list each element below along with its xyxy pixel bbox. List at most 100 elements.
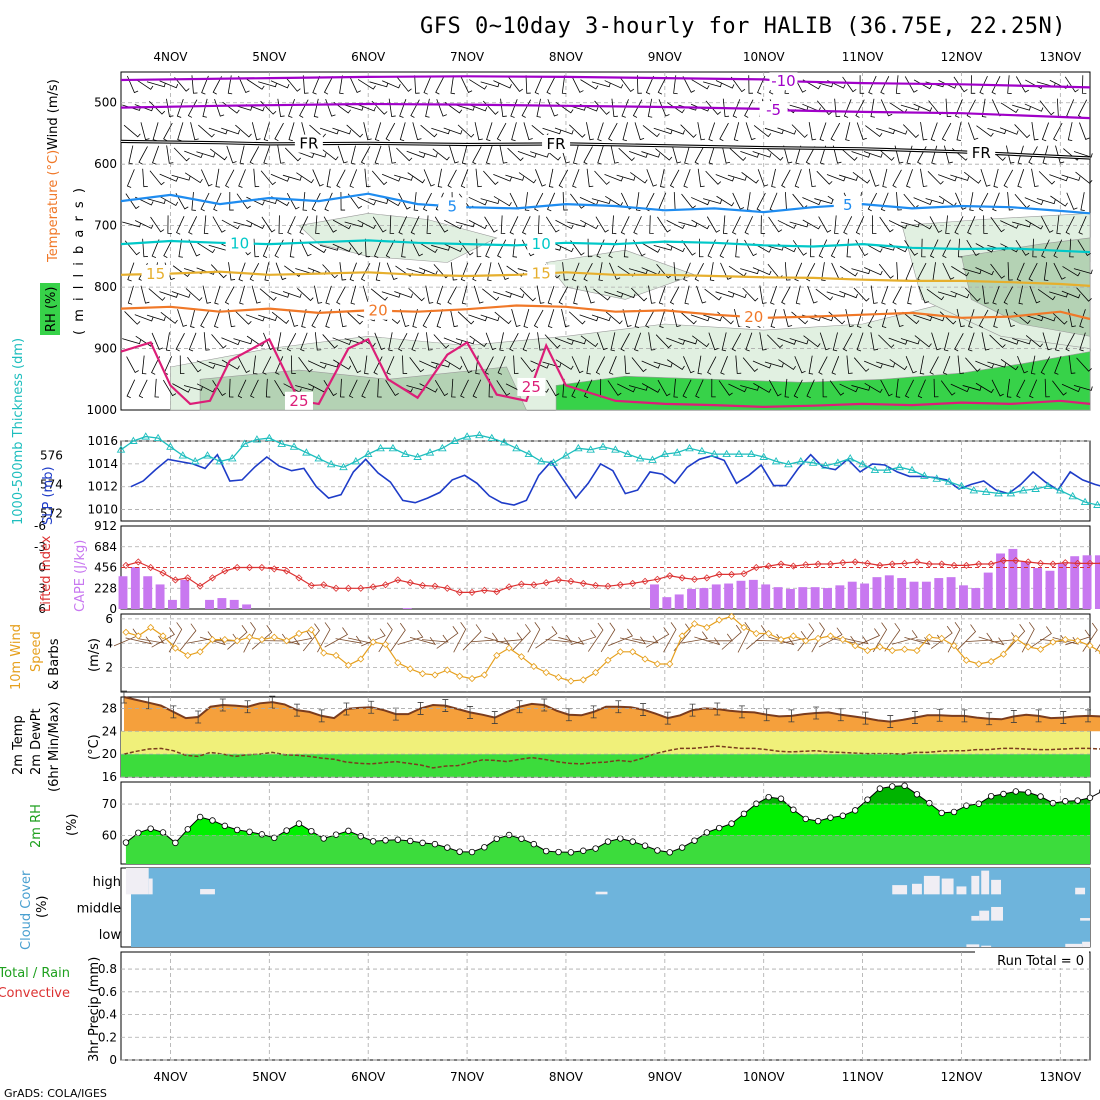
upper-wind-barb: [200, 309, 210, 328]
upper-wind-barb: [814, 198, 834, 205]
lifted-index-point: [938, 560, 946, 568]
rh-point: [604, 838, 612, 845]
thickness-point: [400, 449, 410, 458]
surface-wind-barb: [324, 627, 349, 648]
upper-wind-barb: [888, 220, 908, 229]
upper-wind-barb: [764, 361, 784, 368]
rh-point: [444, 844, 451, 851]
upper-wind-barb: [1040, 356, 1051, 375]
rh-point: [691, 837, 698, 844]
lifted-index-point: [876, 561, 884, 569]
upper-wind-barb: [964, 287, 981, 302]
surface-wind-barb: [125, 636, 152, 645]
lifted-index-point: [999, 557, 1008, 565]
contour-label: 25: [289, 392, 308, 410]
thickness-point: [771, 456, 781, 465]
upper-wind-barb: [126, 169, 135, 188]
upper-wind-barb: [472, 379, 482, 399]
cape-bar: [130, 567, 140, 609]
x-tick-label-top: 10NOV: [743, 50, 785, 64]
upper-wind-barb: [562, 262, 569, 281]
upper-wind-barb: [346, 311, 363, 325]
thickness-point: [561, 451, 571, 459]
cape-bar: [785, 588, 795, 609]
surface-wind-barb: [619, 636, 647, 645]
upper-wind-barb: [167, 215, 172, 234]
upper-wind-barb: [412, 122, 422, 141]
upper-wind-barb: [322, 264, 338, 279]
upper-wind-barb: [963, 171, 982, 184]
thickness-point: [425, 448, 435, 456]
cape-bar: [860, 583, 870, 609]
cape-bar: [1008, 548, 1018, 609]
cloud-row-label: low: [99, 928, 122, 943]
rh-point: [233, 826, 241, 834]
precip-tick-label: 0.2: [98, 1030, 117, 1044]
thickness-point: [252, 435, 262, 443]
thickness-series-line: [120, 434, 1100, 506]
upper-wind-barb: [398, 192, 411, 210]
upper-wind-barb: [870, 332, 879, 351]
upper-wind-barb: [653, 127, 673, 135]
rh-point: [1086, 794, 1094, 801]
wind-speed-point: [245, 633, 254, 641]
upper-wind-barb: [975, 360, 994, 369]
upper-wind-barb: [474, 122, 483, 141]
cape-bar: [884, 575, 894, 609]
upper-wind-barb: [571, 356, 584, 374]
upper-wind-barb: [201, 75, 209, 95]
lifted-index-point: [122, 561, 130, 569]
upper-wind-barb: [227, 308, 236, 328]
cape-bar: [155, 584, 165, 609]
cape-bar: [1057, 563, 1067, 609]
upper-wind-barb: [364, 238, 371, 258]
upper-wind-barb: [1055, 332, 1061, 352]
upper-wind-barb: [822, 378, 828, 398]
rh-point: [851, 807, 859, 814]
upper-wind-barb: [1028, 146, 1038, 165]
upper-wind-barb: [473, 285, 484, 304]
lifted-index-point: [134, 558, 142, 566]
upper-wind-barb: [270, 291, 290, 298]
upper-wind-barb: [597, 145, 604, 165]
upper-wind-barb: [443, 337, 463, 345]
upper-wind-barb: [222, 101, 240, 114]
upper-wind-barb: [704, 288, 722, 301]
lifted-index-point: [728, 570, 736, 578]
upper-wind-barb: [715, 174, 735, 182]
contour-label-bg: [739, 308, 768, 327]
upper-wind-barb: [457, 311, 475, 325]
upper-wind-barb: [846, 355, 853, 374]
upper-wind-barb: [449, 308, 459, 328]
temp-minmax-errorbar: [911, 711, 918, 724]
x-tick-label-bottom: 12NOV: [941, 1070, 983, 1084]
upper-wind-barb: [249, 146, 260, 165]
upper-wind-barb: [1079, 122, 1090, 140]
upper-wind-barb: [568, 311, 586, 325]
upper-wind-barb: [794, 356, 806, 374]
upper-wind-barb: [385, 380, 399, 397]
upper-wind-barb: [937, 291, 957, 298]
surface-wind-barb: [227, 625, 248, 650]
upper-wind-barb: [535, 169, 546, 187]
lifted-index-point: [307, 581, 315, 590]
x-tick-label-top: 6NOV: [351, 50, 386, 64]
contour-label-bg: [438, 197, 467, 216]
upper-wind-barb: [953, 76, 968, 93]
upper-wind-barb: [703, 198, 722, 205]
upper-wind-barb: [488, 378, 494, 398]
rh-point: [345, 827, 352, 835]
upper-wind-barb: [166, 98, 174, 117]
upper-wind-barb: [325, 309, 332, 329]
cape-bar: [946, 577, 956, 609]
upper-wind-barb: [261, 216, 276, 233]
upper-wind-barb: [987, 361, 1007, 368]
rh-point: [518, 835, 525, 842]
cloud-cell-middle: [979, 910, 990, 921]
wind-unit-label: (m/s): [87, 638, 102, 672]
surface-wind-barb: [957, 624, 977, 651]
upper-wind-barb: [537, 215, 543, 234]
upper-wind-barb: [954, 216, 964, 235]
upper-wind-barb: [669, 286, 680, 305]
x-tick-label-bottom: 10NOV: [743, 1070, 785, 1084]
